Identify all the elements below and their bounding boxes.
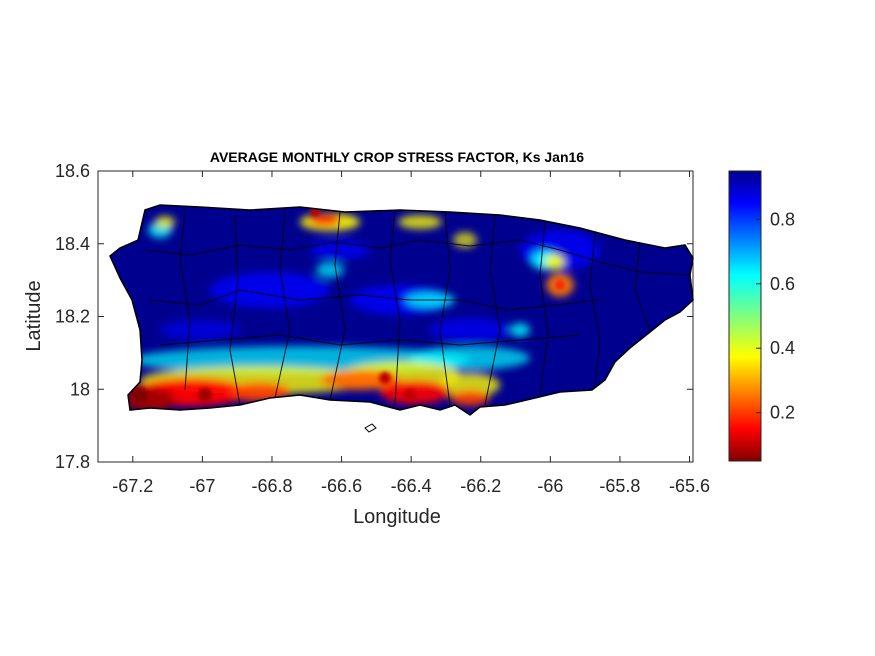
x-axis-label: Longitude — [353, 506, 441, 528]
colorbar-tick-label: 0.4 — [770, 338, 795, 358]
colorbar-tick-label: 0.6 — [770, 274, 795, 294]
x-tick-label: -65.8 — [599, 476, 640, 496]
y-axis-ticks: 18.6 18.4 18.2 18 17.8 — [55, 161, 693, 472]
x-axis-ticks: -67.2 -67 -66.8 -66.6 -66.4 -66.2 -66 -65.8 -65.… — [112, 171, 710, 496]
x-tick-label: -67 — [189, 476, 215, 496]
y-tick-label: 17.8 — [55, 452, 90, 472]
x-tick-label: -66.2 — [460, 476, 501, 496]
y-tick-label: 18 — [70, 379, 90, 399]
chart-title: AVERAGE MONTHLY CROP STRESS FACTOR, Ks J… — [210, 149, 584, 165]
x-tick-label: -66.6 — [321, 476, 362, 496]
x-tick-label: -67.2 — [112, 476, 153, 496]
y-tick-label: 18.2 — [55, 307, 90, 327]
x-tick-label: -66.8 — [251, 476, 292, 496]
colorbar — [728, 170, 762, 462]
x-tick-label: -65.6 — [669, 476, 710, 496]
colorbar-ticks: 0.8 0.6 0.4 0.2 — [756, 209, 795, 423]
municipal-borders — [144, 209, 691, 406]
x-tick-label: -66 — [537, 476, 563, 496]
y-tick-label: 18.6 — [55, 161, 90, 181]
colorbar-tick-label: 0.8 — [770, 209, 795, 229]
x-tick-label: -66.4 — [391, 476, 432, 496]
small-island — [364, 423, 377, 433]
y-axis-label: Latitude — [23, 280, 45, 351]
colorbar-tick-label: 0.2 — [770, 403, 795, 423]
y-tick-label: 18.4 — [55, 234, 90, 254]
